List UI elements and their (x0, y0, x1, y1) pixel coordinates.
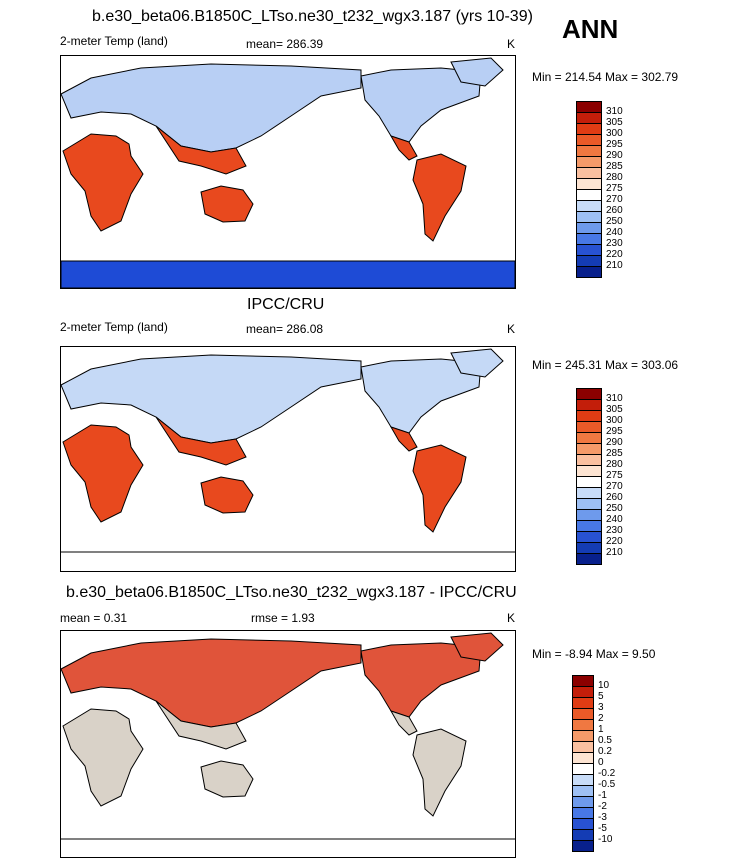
colorbar-label: 210 (606, 547, 623, 558)
colorbar-label: 290 (606, 437, 623, 448)
australia-landmass (200, 760, 254, 798)
panel3-units-label: K (507, 611, 516, 625)
colorbar-label: 275 (606, 183, 623, 194)
colorbar-label: 0.5 (598, 735, 612, 746)
africa-landmass (62, 133, 144, 232)
antarctica-landmass (61, 260, 515, 288)
colorbar-label: 285 (606, 161, 623, 172)
panel3-title: b.e30_beta06.B1850C_LTso.ne30_t232_wgx3.… (66, 584, 517, 601)
central-america-landmass (389, 710, 418, 736)
colorbar-label: 295 (606, 426, 623, 437)
panel2-title: IPCC/CRU (247, 296, 325, 313)
colorbar-label: -3 (598, 812, 607, 823)
colorbar-label: 0.2 (598, 746, 612, 757)
north-america-landmass (360, 642, 482, 718)
panel2-units-label: K (507, 322, 516, 336)
colorbar-label: 280 (606, 172, 623, 183)
colorbar-label: 285 (606, 448, 623, 459)
colorbar-label: 5 (598, 691, 604, 702)
colorbar-label: 10 (598, 680, 610, 691)
colorbar-label: 1 (598, 724, 604, 735)
colorbar-label: 220 (606, 536, 623, 547)
central-america-landmass (389, 426, 418, 452)
colorbar-label: 295 (606, 139, 623, 150)
colorbar-label: -5 (598, 823, 607, 834)
colorbar-label: -0.5 (598, 779, 616, 790)
panel1-map-svg (61, 57, 515, 288)
colorbar-label: 275 (606, 470, 623, 481)
colorbar-label: -10 (598, 834, 613, 845)
colorbar-label: -2 (598, 801, 607, 812)
panel1-units-label: K (507, 37, 516, 51)
season-label: ANN (562, 14, 619, 44)
india-sea-landmass (155, 700, 247, 750)
central-america-landmass (389, 135, 418, 161)
panel2-mean-label: mean= 286.08 (246, 322, 324, 336)
south-america-landmass (412, 444, 467, 533)
figure-title: b.e30_beta06.B1850C_LTso.ne30_t232_wgx3.… (92, 8, 533, 25)
colorbar-label: -1 (598, 790, 607, 801)
panel3-map-svg (61, 632, 515, 840)
colorbar-label: 260 (606, 492, 623, 503)
eurasia-landmass (61, 63, 362, 153)
india-sea-landmass (155, 416, 247, 466)
colorbar-label: 305 (606, 404, 623, 415)
eurasia-landmass (61, 638, 362, 728)
africa-landmass (62, 424, 144, 523)
panel2-minmax-label: Min = 245.31 Max = 303.06 (532, 358, 679, 372)
africa-landmass (62, 708, 144, 807)
colorbar-label: 310 (606, 106, 623, 117)
australia-landmass (200, 185, 254, 223)
colorbar-label: 220 (606, 249, 623, 260)
colorbar-label: 270 (606, 194, 623, 205)
panel1-mean-label: mean= 286.39 (246, 37, 324, 51)
greenland-landmass (450, 57, 504, 87)
north-america-landmass (360, 358, 482, 434)
south-america-landmass (412, 728, 467, 817)
colorbar-label: -0.2 (598, 768, 616, 779)
eurasia-landmass (61, 354, 362, 444)
colorbar-label: 0 (598, 757, 604, 768)
colorbar-swatch (576, 553, 602, 565)
panel1-variable-label: 2-meter Temp (land) (60, 34, 168, 48)
panel1-colorbar: 310 305 300 295 290 285 280 275 270 260 250 240 230 2… (576, 101, 623, 278)
colorbar-label: 230 (606, 238, 623, 249)
colorbar-swatch (576, 266, 602, 278)
panel2-variable-label: 2-meter Temp (land) (60, 320, 168, 334)
panel1-minmax-label: Min = 214.54 Max = 302.79 (532, 70, 679, 84)
panel2-map-svg (61, 348, 515, 553)
greenland-landmass (450, 348, 504, 378)
colorbar-label: 240 (606, 514, 623, 525)
colorbar-label: 250 (606, 503, 623, 514)
colorbar-label: 300 (606, 128, 623, 139)
colorbar-label: 270 (606, 481, 623, 492)
panel3-map (60, 630, 516, 858)
panel2-map (60, 346, 516, 572)
colorbar-label: 290 (606, 150, 623, 161)
colorbar-label: 305 (606, 117, 623, 128)
colorbar-swatch (572, 840, 594, 852)
north-america-landmass (360, 67, 482, 143)
india-sea-landmass (155, 125, 247, 175)
australia-landmass (200, 476, 254, 514)
colorbar-label: 300 (606, 415, 623, 426)
colorbar-label: 260 (606, 205, 623, 216)
panel3-colorbar: 10 5 3 2 1 0.5 0.2 0 -0.2 -0.5 -1 -2 -3 -5 -10 (572, 675, 615, 852)
colorbar-label: 240 (606, 227, 623, 238)
panel2-colorbar: 310 305 300 295 290 285 280 275 270 260 250 240 230 2… (576, 388, 623, 565)
greenland-landmass (450, 632, 504, 662)
colorbar-label: 250 (606, 216, 623, 227)
colorbar-label: 280 (606, 459, 623, 470)
panel3-rmse-label: rmse = 1.93 (251, 611, 315, 625)
panel1-map (60, 55, 516, 289)
panel3-minmax-label: Min = -8.94 Max = 9.50 (532, 647, 656, 661)
colorbar-label: 310 (606, 393, 623, 404)
panel3-mean-label: mean = 0.31 (60, 611, 128, 625)
colorbar-label: 230 (606, 525, 623, 536)
colorbar-label: 210 (606, 260, 623, 271)
south-america-landmass (412, 153, 467, 242)
colorbar-label: 2 (598, 713, 604, 724)
colorbar-label: 3 (598, 702, 604, 713)
